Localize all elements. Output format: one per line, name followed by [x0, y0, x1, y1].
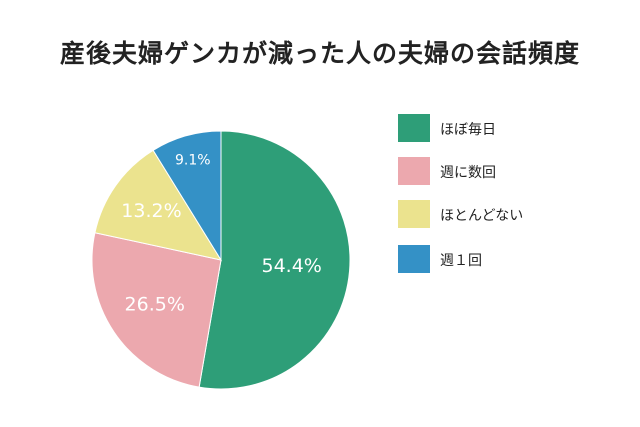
legend-label: 週１回	[440, 253, 482, 269]
legend-item-hotondo-nai: ほとんどない	[398, 200, 598, 228]
pie-slice-label: 13.2%	[121, 200, 181, 222]
legend-swatch	[398, 114, 430, 142]
legend-label: ほとんどない	[440, 208, 524, 224]
chart-title: 産後夫婦ゲンカが減った人の夫婦の会話頻度	[59, 39, 580, 68]
pie-slice-label: 54.4%	[262, 255, 322, 277]
pie-slice	[91, 232, 222, 388]
legend-label: 週に数回	[440, 165, 496, 181]
pie-slice	[198, 130, 351, 390]
legend-label: ほぼ毎日	[440, 122, 496, 138]
pie-slice	[94, 149, 223, 261]
pie-slice	[152, 130, 222, 262]
legend-swatch	[398, 245, 430, 273]
legend-item-shuu-ikkai: 週１回	[398, 245, 598, 273]
legend-swatch	[398, 200, 430, 228]
pie-slice-label: 26.5%	[125, 294, 185, 316]
legend-item-mainichi: ほぼ毎日	[398, 114, 598, 142]
pie-slice-label: 9.1%	[175, 153, 211, 169]
legend-swatch	[398, 157, 430, 185]
legend-item-shuu-ni-suukai: 週に数回	[398, 157, 598, 185]
